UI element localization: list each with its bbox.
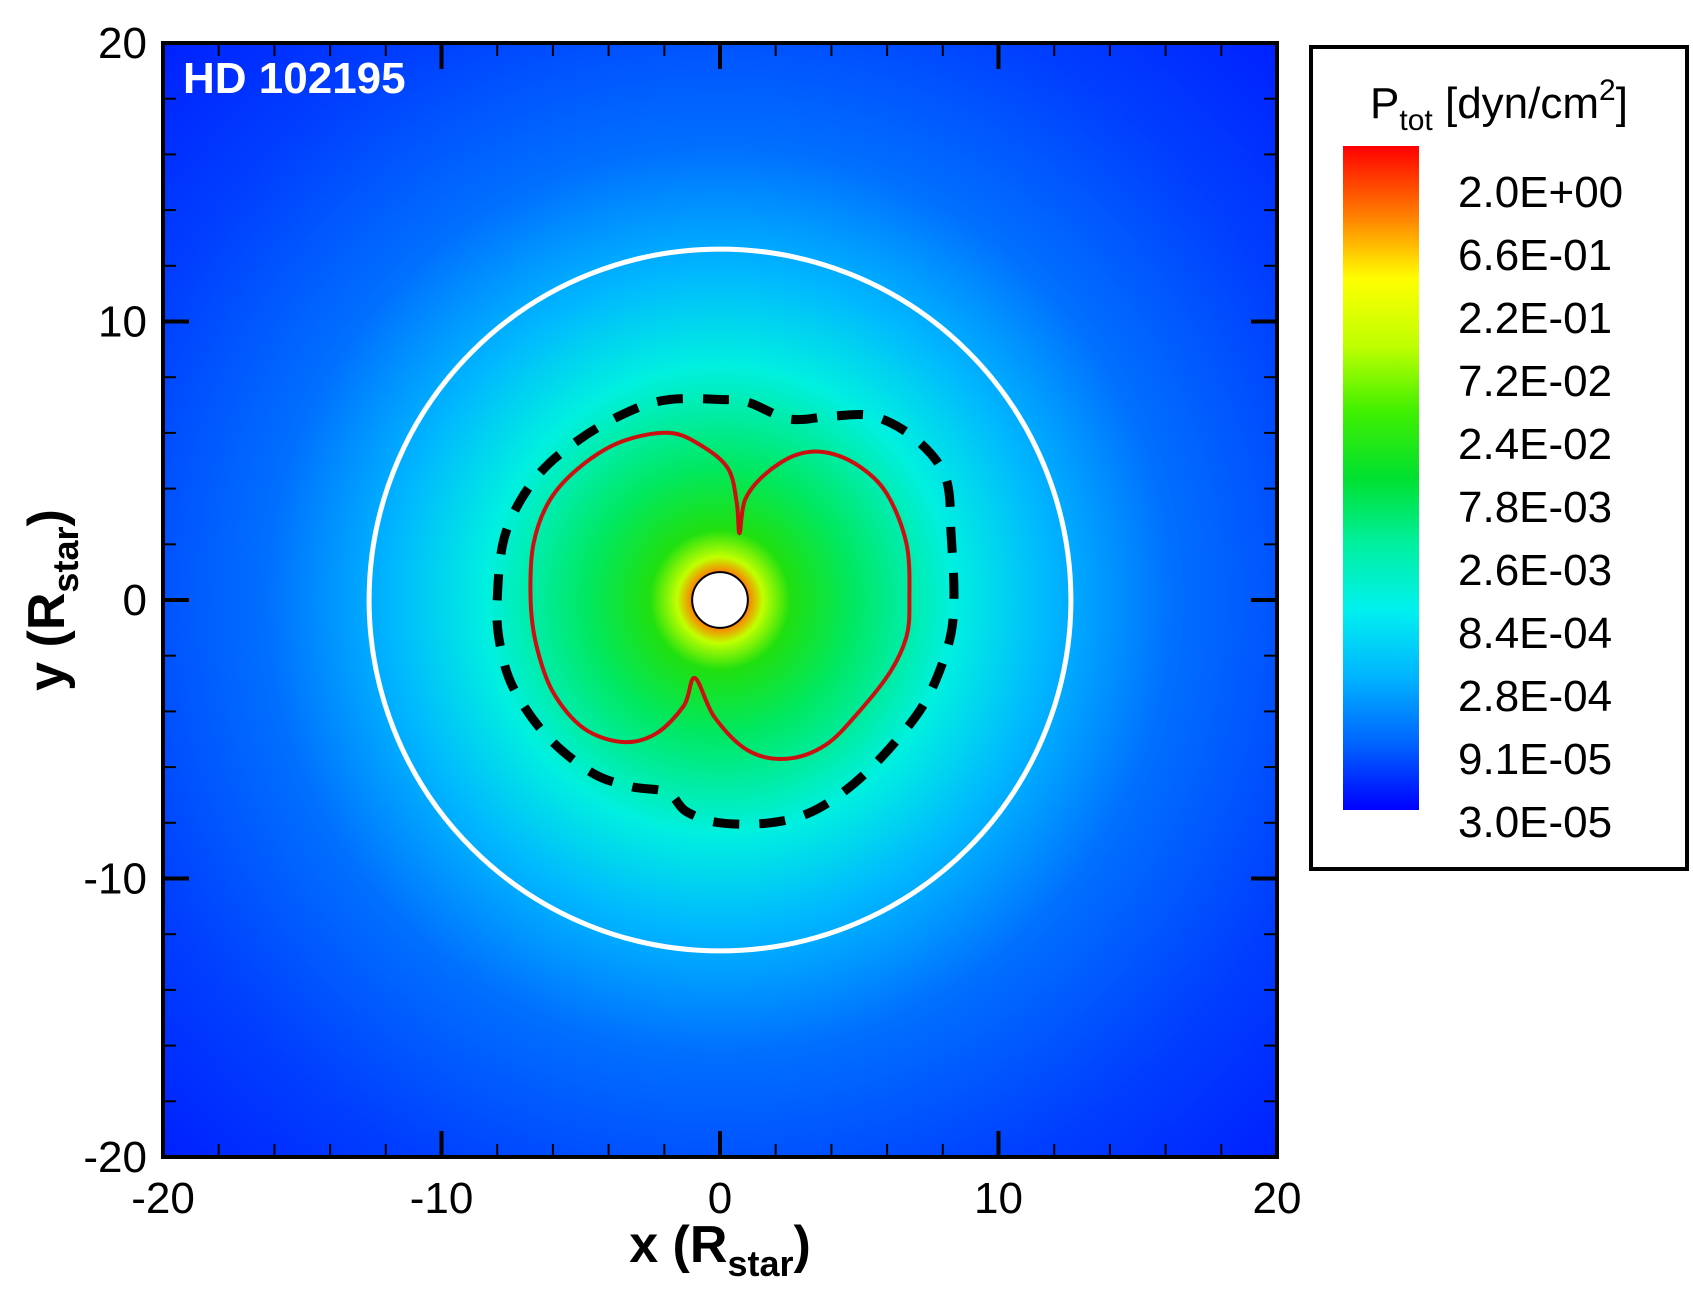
y-axis-title-close: ) [18,509,76,526]
colorbar-level-label: 7.8E-03 [1458,483,1612,532]
y-tick-label: 10 [98,298,147,347]
colorbar [1343,146,1419,810]
dashed-contour [492,394,959,829]
white-boundary-circle [366,246,1074,954]
x-tick-label: 10 [974,1174,1023,1223]
colorbar-level-label: 9.1E-05 [1458,735,1612,784]
x-tick-label: 0 [708,1174,732,1223]
legend: Ptot [dyn/cm2] 2.0E+00 6.6E-01 2.2E-01 7.2E… [1309,45,1689,871]
axis-ticks [161,41,1279,1159]
y-tick-label: -10 [83,855,147,904]
x-axis-title: x (Rstar) [629,1216,811,1284]
colorbar-tick-labels: 2.0E+00 6.6E-01 2.2E-01 7.2E-02 2.4E-02 7.8E-… [1458,168,1623,847]
legend-title-close: ] [1616,79,1628,128]
y-tick-labels: -20 -10 0 10 20 [83,19,147,1182]
colorbar-level-label: 2.2E-01 [1458,294,1612,343]
y-axis-title: y (Rstar) [18,509,86,691]
colorbar-level-label: 3.0E-05 [1458,798,1612,847]
x-tick-labels: -20 -10 0 10 20 [131,1174,1301,1223]
y-axis-title-sub: star [45,527,86,593]
x-axis-title-main: x (R [629,1216,727,1274]
plot-area: HD 102195 [161,41,1279,1159]
colorbar-level-label: 6.6E-01 [1458,231,1612,280]
red-contour [528,430,912,761]
legend-title-sup: 2 [1599,74,1616,107]
legend-title-main: P [1370,79,1399,128]
colorbar-level-label: 8.4E-04 [1458,609,1612,658]
colorbar-level-label: 2.0E+00 [1458,168,1623,217]
plot-label: HD 102195 [183,54,406,103]
colorbar-level-label: 2.4E-02 [1458,420,1612,469]
legend-title-sub: tot [1399,104,1433,137]
y-tick-label: 0 [123,576,147,625]
x-tick-label: -20 [131,1174,195,1223]
y-tick-label: -20 [83,1133,147,1182]
x-axis-title-close: ) [793,1216,810,1274]
legend-title: Ptot [dyn/cm2] [1370,74,1628,137]
y-tick-label: 20 [98,19,147,68]
x-axis-title-sub: star [727,1243,793,1284]
colorbar-level-label: 2.6E-03 [1458,546,1612,595]
x-tick-label: -10 [410,1174,474,1223]
legend-title-unit: [dyn/cm [1433,79,1599,128]
colorbar-level-label: 2.8E-04 [1458,672,1612,721]
y-axis-title-main: y (R [18,593,76,691]
star-disk [691,571,749,629]
colorbar-level-label: 7.2E-02 [1458,357,1612,406]
x-tick-label: 20 [1253,1174,1302,1223]
